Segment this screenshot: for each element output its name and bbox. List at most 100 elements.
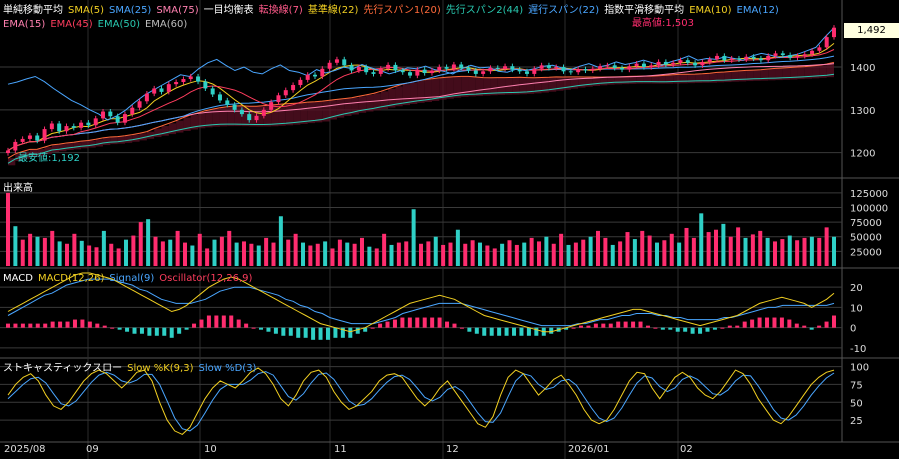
oscillator-bar-9 [72,319,77,328]
main-legend: 単純移動平均 SMA(5) SMA(25) SMA(75) 一目均衡表 転換線(7) 基準線… [3,4,833,32]
volume-bar-92 [684,227,689,266]
volume-bar-65 [485,245,490,266]
oscillator-bar-3 [28,323,33,328]
cloud-segment [307,102,316,124]
cloud-segment [695,74,703,83]
candle-body-63 [466,67,471,71]
cloud-segment [636,76,644,84]
candle-body-36 [269,102,274,110]
candle-body-110 [810,50,815,55]
candle-body-23 [174,82,179,85]
oscillator-bar-103 [772,317,777,328]
candle-body-59 [437,67,442,71]
cloud-segment [95,139,104,147]
volume-bar-71 [529,237,534,266]
candle-body-65 [481,71,486,74]
volume-bar-82 [610,244,615,266]
cloud-segment [154,128,162,138]
candle-body-79 [583,69,588,71]
cloud-segment [812,65,820,79]
candle-body-100 [736,58,741,60]
y-tick-label-volume-2: 75000 [850,218,882,229]
cloud-segment [709,73,718,83]
oscillator-bar-87 [653,327,658,329]
volume-bar-26 [197,233,202,266]
candle-body-57 [422,69,427,74]
oscillator-bar-85 [638,321,643,328]
cloud-segment [775,68,783,81]
cloud-segment [285,103,294,126]
volume-bar-52 [389,244,394,266]
candle-body-17 [130,107,135,115]
candle-body-55 [408,72,413,76]
volume-bar-60 [448,242,453,266]
volume-legend: 出来高 [3,183,38,195]
oscillator-bar-90 [675,327,680,332]
candle-body-47 [349,65,354,71]
oscillator-bar-46 [348,327,353,338]
cloud-segment [665,75,674,84]
volume-bar-89 [662,240,667,266]
volume-bar-1 [13,226,18,266]
candle-body-26 [196,76,201,82]
cloud-segment [322,101,330,122]
volume-bar-48 [360,237,364,266]
candle-body-54 [400,70,405,73]
volume-bar-27 [205,248,210,266]
candle-body-13 [101,111,106,119]
cloud-segment [468,76,476,97]
oscillator-bar-49 [370,327,375,329]
candle-body-90 [663,61,668,65]
y-tick-label-price-2: 1400 [850,63,875,74]
volume-bar-32 [242,241,246,266]
volume-bar-99 [736,227,741,266]
candle-body-6 [49,123,54,130]
volume-bar-31 [234,242,239,266]
candle-body-32 [239,109,244,115]
legend-item-main2-1: EMA(45) [50,19,93,30]
candle-body-50 [371,72,376,74]
oscillator-bar-69 [519,327,524,336]
cloud-segment [724,71,732,83]
candle-body-4 [35,135,40,141]
cloud-segment [146,131,155,139]
legend-row-1: 単純移動平均 SMA(5) SMA(25) SMA(75) 一目均衡表 転換線(7) 基準線… [3,4,833,18]
candle-body-49 [364,67,369,73]
legend-item-stoch-1: Slow %K(9,3) [127,363,194,374]
candle-body-30 [225,100,230,105]
cloud-segment [483,77,491,96]
oscillator-bar-40 [303,327,308,338]
candle-body-81 [598,66,603,69]
oscillator-bar-95 [712,327,717,330]
cloud-segment [702,73,710,83]
volume-bar-100 [743,237,748,266]
candle-body-28 [210,88,215,95]
volume-bar-67 [500,243,505,266]
cloud-segment [541,77,549,93]
oscillator-bar-36 [273,327,278,334]
oscillator-bar-34 [259,327,264,330]
oscillator-bar-107 [802,325,807,328]
volume-bar-4 [35,236,40,266]
candle-body-103 [758,58,763,61]
oscillator-bar-102 [765,317,770,328]
candle-body-107 [788,55,793,58]
candle-body-97 [715,55,720,60]
volume-bar-6 [50,230,55,266]
cloud-segment [161,126,169,136]
volume-bar-107 [795,240,800,266]
macd-legend: MACD MACD(12,26) Signal(9) Oscillator(12,26… [3,273,257,285]
volume-bar-109 [809,236,814,266]
cloud-segment [344,98,352,116]
candle-body-60 [444,67,449,69]
oscillator-bar-21 [162,327,167,336]
cloud-segment [336,99,345,118]
volume-bar-103 [765,237,770,266]
y-tick-label-stoch-2: 75 [850,380,863,391]
cloud-segment [687,74,696,84]
oscillator-bar-11 [87,321,92,328]
candle-body-99 [729,58,734,61]
cloud-segment [73,142,82,150]
volume-bar-21 [160,241,165,266]
candle-body-34 [254,115,259,121]
